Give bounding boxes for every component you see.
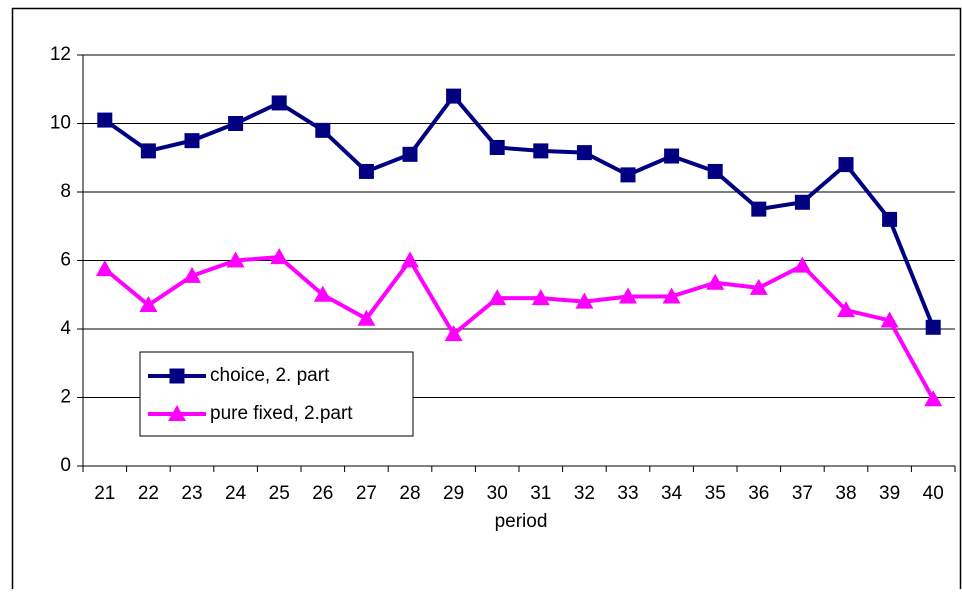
marker: [620, 167, 636, 183]
marker: [533, 143, 549, 159]
marker: [139, 296, 158, 313]
x-tick-label: 39: [879, 483, 900, 504]
x-tick-label: 32: [574, 483, 595, 504]
x-tick-label: 30: [487, 483, 508, 504]
x-tick-label: 21: [94, 483, 115, 504]
x-tick-label: 23: [181, 483, 202, 504]
x-axis-label: period: [495, 511, 548, 532]
y-tick-label: 10: [50, 113, 71, 134]
marker: [531, 289, 550, 306]
y-tick-label: 8: [60, 181, 71, 202]
marker: [707, 163, 723, 179]
marker: [271, 95, 287, 111]
legend-marker: [168, 405, 186, 421]
marker: [226, 251, 245, 268]
x-tick-label: 35: [705, 483, 726, 504]
x-tick-label: 24: [225, 483, 247, 504]
x-tick-label: 29: [443, 483, 464, 504]
y-tick-label: 4: [60, 318, 71, 339]
y-tick-label: 0: [60, 455, 71, 476]
marker: [444, 325, 463, 342]
marker: [619, 287, 637, 304]
marker: [140, 143, 156, 159]
x-tick-label: 28: [399, 483, 420, 504]
marker: [924, 390, 943, 407]
marker: [489, 139, 505, 155]
y-tick-label: 6: [60, 250, 71, 271]
chart-border: [11, 7, 962, 594]
y-tick-label: 12: [50, 44, 71, 65]
x-tick-label: 37: [792, 483, 813, 504]
marker: [184, 133, 200, 149]
legend-box: [139, 351, 414, 437]
x-tick-label: 22: [138, 483, 159, 504]
legend-label: pure fixed, 2.part: [210, 403, 353, 424]
legend-label: choice, 2. part: [210, 365, 330, 386]
marker: [358, 163, 374, 179]
marker: [313, 285, 332, 302]
marker: [837, 301, 855, 318]
x-tick-label: 33: [617, 483, 638, 504]
x-tick-label: 26: [312, 483, 333, 504]
marker: [401, 251, 419, 268]
marker: [270, 248, 289, 265]
marker: [794, 194, 810, 210]
marker: [706, 273, 725, 290]
x-tick-label: 40: [923, 483, 944, 504]
marker: [576, 145, 592, 161]
x-tick-label: 38: [835, 483, 856, 504]
legend-marker: [169, 368, 185, 384]
marker: [402, 146, 418, 162]
marker: [488, 289, 507, 306]
y-tick-label: 2: [60, 387, 71, 408]
marker: [228, 116, 244, 131]
x-tick-label: 34: [661, 483, 683, 504]
marker: [357, 309, 376, 326]
x-tick-label: 31: [530, 483, 551, 504]
series-line: [103, 255, 935, 401]
marker: [183, 266, 201, 283]
marker: [95, 260, 114, 277]
x-tick-label: 36: [748, 483, 769, 504]
marker: [97, 112, 113, 128]
marker: [838, 157, 854, 173]
marker: [793, 256, 812, 273]
marker: [925, 319, 941, 335]
marker: [880, 311, 899, 328]
marker: [751, 201, 767, 217]
marker: [749, 278, 768, 295]
marker: [575, 292, 594, 309]
marker: [664, 148, 680, 164]
marker: [446, 88, 462, 104]
marker: [882, 211, 898, 227]
marker: [315, 122, 331, 138]
marker: [662, 287, 681, 304]
x-tick-label: 25: [269, 483, 290, 504]
x-tick-label: 27: [356, 483, 377, 504]
